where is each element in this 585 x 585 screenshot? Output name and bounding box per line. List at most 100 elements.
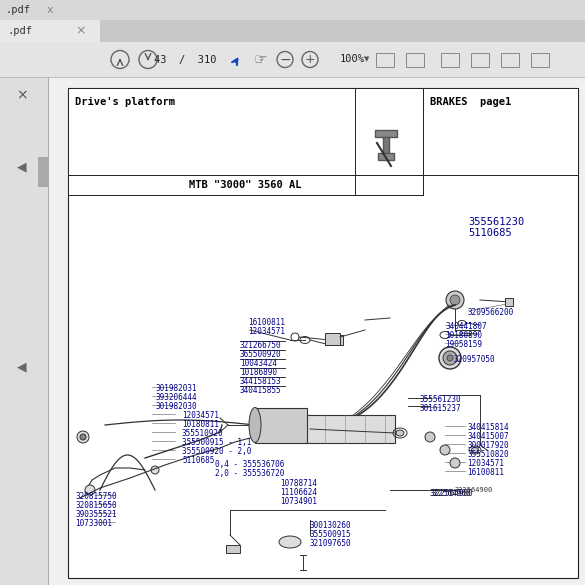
Text: 321097650: 321097650 [310,539,352,548]
Text: −: − [279,53,291,67]
Circle shape [85,485,95,495]
Text: ▼: ▼ [364,57,370,63]
Text: 320957050: 320957050 [453,355,495,364]
Ellipse shape [249,408,261,442]
Bar [423,88,578,175]
Text: 10788714: 10788714 [280,479,317,488]
Text: 322564900: 322564900 [432,489,474,498]
Text: 340441807: 340441807 [445,322,487,331]
Text: ☞: ☞ [253,52,267,67]
Text: 43  /  310: 43 / 310 [154,54,216,64]
Text: Drive's platform: Drive's platform [75,97,175,107]
Text: 320815750: 320815750 [75,492,116,501]
Text: 19058159: 19058159 [445,340,482,349]
Circle shape [151,466,159,474]
Bar [531,53,549,67]
Text: 321266750: 321266750 [240,341,281,350]
Bar [355,88,423,175]
Bar [325,333,340,345]
Text: 12034571: 12034571 [467,459,504,468]
Bar [0,77,48,585]
Circle shape [439,347,461,369]
Text: 340415814: 340415814 [467,423,508,432]
Bar [38,157,48,187]
Text: 2,0 - 355536720: 2,0 - 355536720 [215,469,284,478]
Text: 322564900: 322564900 [455,487,493,493]
Bar [325,335,343,345]
Text: 300130260: 300130260 [310,521,352,530]
Bar [68,88,578,578]
Text: ×: × [75,25,85,37]
Text: 301982030: 301982030 [155,402,197,411]
Ellipse shape [472,448,479,453]
Circle shape [447,355,453,361]
Text: 355500915: 355500915 [310,530,352,539]
Text: 10733001: 10733001 [75,519,112,528]
Bar [305,415,395,443]
Bar [0,20,585,42]
Text: 390355521: 390355521 [75,510,116,519]
Text: .pdf: .pdf [6,5,31,15]
Text: 301982031: 301982031 [155,384,197,393]
Circle shape [443,351,457,365]
Text: 3209566200: 3209566200 [468,308,514,317]
Circle shape [440,445,450,455]
Text: 10180811: 10180811 [182,420,219,429]
Text: 12034571: 12034571 [182,411,219,420]
Ellipse shape [279,536,301,548]
Text: 355500915 - 1,1: 355500915 - 1,1 [182,438,252,447]
Bar [378,153,394,160]
Text: 355500920 - 2,0: 355500920 - 2,0 [182,447,252,456]
Bar [0,0,585,20]
Bar [441,53,459,67]
Text: 10043424: 10043424 [240,359,277,368]
Ellipse shape [396,430,404,436]
Text: 365500920: 365500920 [240,350,281,359]
Text: 100%: 100% [340,54,365,64]
Text: ◀: ◀ [17,360,27,373]
Bar [505,298,513,306]
Text: 355561230: 355561230 [420,395,462,404]
Text: 10180890: 10180890 [445,331,482,340]
Circle shape [77,431,89,443]
Text: ◀: ◀ [17,160,27,174]
Circle shape [80,434,86,440]
Text: 12034571: 12034571 [248,327,285,336]
Text: 320815650: 320815650 [75,501,116,510]
Bar [68,88,423,175]
Text: ×: × [16,88,28,102]
Text: 301615237: 301615237 [420,404,462,413]
Bar [226,545,240,553]
Bar [471,53,489,67]
Text: 340415855: 340415855 [240,386,281,395]
Text: 355561230: 355561230 [468,217,524,227]
Text: BRAKES  page1: BRAKES page1 [430,97,511,107]
Circle shape [450,295,460,305]
Bar [375,130,397,137]
Bar [255,408,307,443]
Text: 5110685: 5110685 [468,228,512,238]
Bar [406,53,424,67]
Text: .pdf: .pdf [8,26,33,36]
Circle shape [450,458,460,468]
Text: 16100811: 16100811 [248,318,285,327]
Text: 344158153: 344158153 [240,377,281,386]
Text: 355510920: 355510920 [182,429,223,438]
Text: x: x [47,5,53,15]
Text: 11106624: 11106624 [280,488,317,497]
Bar [376,53,394,67]
Bar [68,175,423,195]
Text: 322564900: 322564900 [430,489,472,498]
Bar [501,53,519,67]
Text: 10734901: 10734901 [280,497,317,506]
Text: 340415007: 340415007 [467,432,508,441]
Text: 355510820: 355510820 [467,450,508,459]
Text: 393206444: 393206444 [155,393,197,402]
Text: 300017920: 300017920 [467,441,508,450]
Text: 5110685: 5110685 [182,456,214,465]
Bar [0,42,585,77]
Bar [355,175,423,195]
Circle shape [425,432,435,442]
Bar [0,20,100,42]
Text: MTB "3000" 3560 AL: MTB "3000" 3560 AL [190,180,302,190]
